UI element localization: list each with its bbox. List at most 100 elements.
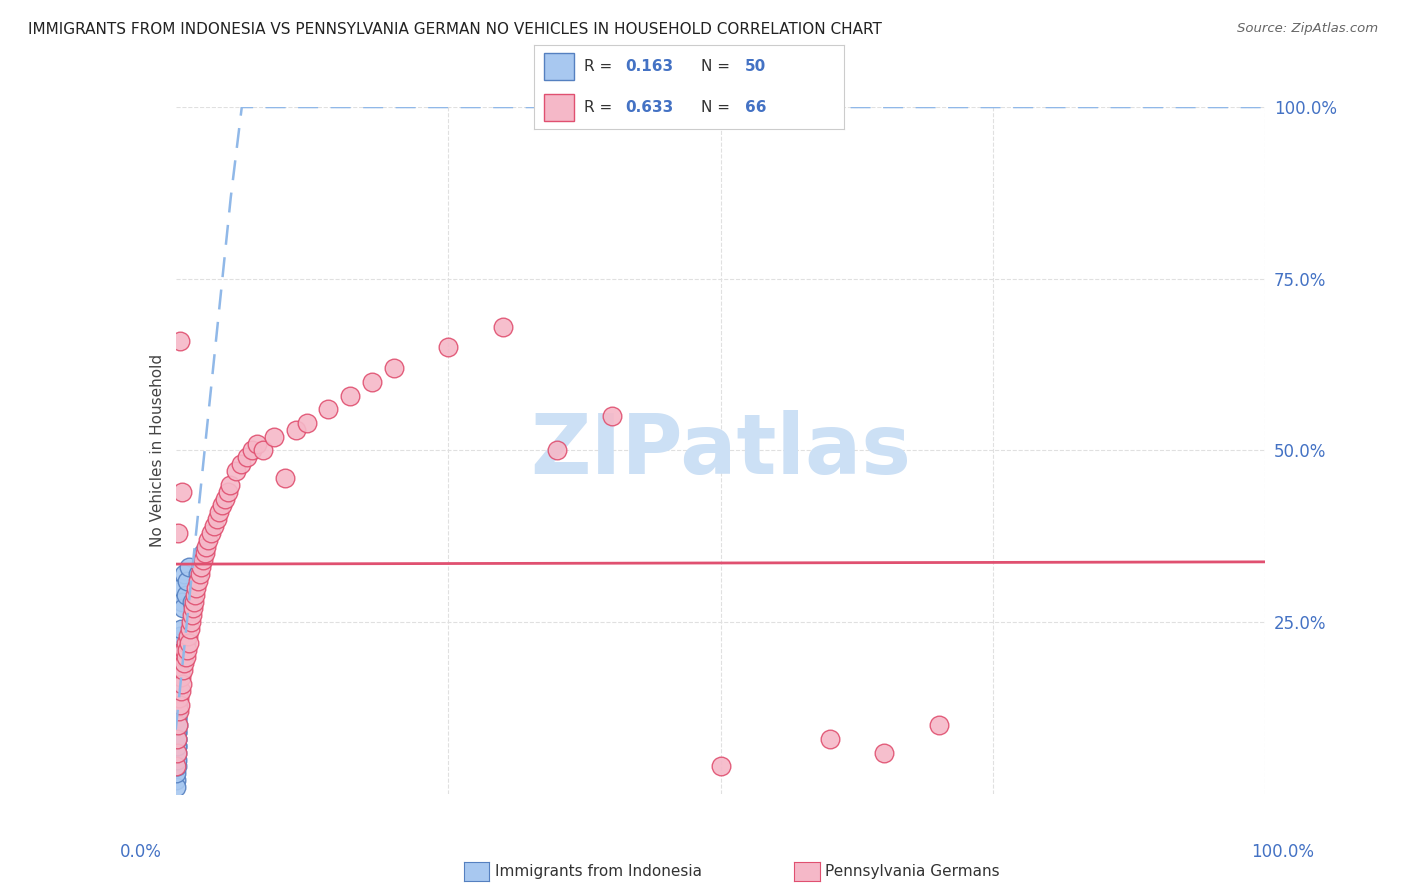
Point (188, 567, 211, 582)
Bar (544, 54, 575, 80)
Point (173, 642, 195, 657)
Point (166, 753, 188, 767)
Point (166, 739, 188, 753)
Point (176, 574, 198, 588)
Point (202, 519, 225, 533)
Text: Pennsylvania Germans: Pennsylvania Germans (825, 864, 1000, 879)
Point (169, 649, 191, 664)
Point (211, 499, 233, 513)
Point (165, 773, 187, 788)
Point (240, 443, 263, 458)
Point (169, 629, 191, 643)
Text: N =: N = (702, 59, 735, 74)
Point (169, 636, 191, 650)
Point (167, 677, 190, 691)
Text: 50: 50 (745, 59, 766, 74)
Point (173, 567, 195, 582)
Point (225, 464, 247, 478)
Point (170, 670, 193, 684)
Point (179, 622, 201, 636)
Point (166, 718, 188, 732)
Text: Source: ZipAtlas.com: Source: ZipAtlas.com (1237, 22, 1378, 36)
Y-axis label: No Vehicles in Household: No Vehicles in Household (149, 354, 165, 547)
Point (200, 525, 222, 540)
Point (176, 642, 198, 657)
Point (166, 746, 188, 760)
Point (191, 546, 214, 561)
Point (928, 718, 950, 732)
Point (166, 731, 188, 746)
Point (205, 512, 228, 526)
Point (165, 759, 187, 773)
Text: 0.0%: 0.0% (120, 843, 162, 861)
Point (183, 594, 205, 608)
Point (181, 594, 204, 608)
Point (208, 505, 231, 519)
Point (167, 657, 190, 671)
Point (166, 739, 188, 753)
Point (166, 731, 188, 746)
Point (818, 731, 841, 746)
Point (166, 725, 188, 739)
Point (172, 649, 194, 664)
Point (231, 457, 253, 471)
Point (295, 416, 318, 430)
Text: 0.163: 0.163 (626, 59, 673, 74)
Point (600, 409, 623, 423)
Point (339, 388, 361, 402)
Point (382, 361, 405, 376)
Point (166, 731, 188, 746)
Point (217, 484, 239, 499)
Point (165, 759, 187, 773)
Point (169, 334, 191, 348)
Point (360, 375, 382, 389)
Point (246, 436, 269, 450)
Point (167, 690, 190, 705)
Point (172, 677, 194, 691)
Point (165, 780, 187, 794)
Point (165, 731, 187, 746)
Point (235, 450, 257, 465)
Point (165, 746, 187, 760)
Point (172, 663, 194, 677)
Text: 100.0%: 100.0% (1251, 843, 1315, 861)
Point (167, 663, 190, 677)
Point (166, 718, 188, 732)
Point (184, 588, 207, 602)
Point (873, 746, 896, 760)
Text: ZIPatlas: ZIPatlas (530, 410, 911, 491)
Point (263, 430, 285, 444)
Point (219, 478, 242, 492)
Point (167, 718, 190, 732)
Point (166, 683, 188, 698)
Point (165, 753, 187, 767)
Bar (544, 94, 575, 120)
Point (166, 711, 188, 725)
Point (194, 546, 217, 561)
Point (177, 629, 200, 643)
Point (166, 746, 188, 760)
Point (195, 540, 218, 554)
Point (186, 574, 209, 588)
Point (181, 608, 204, 623)
Point (172, 484, 194, 499)
Point (167, 690, 190, 705)
Point (166, 705, 188, 719)
Point (190, 560, 212, 574)
Text: R =: R = (583, 59, 617, 74)
Point (170, 683, 193, 698)
Point (186, 567, 209, 582)
Point (437, 340, 460, 354)
Point (710, 759, 733, 773)
Point (166, 705, 188, 719)
Point (166, 718, 188, 732)
Point (167, 525, 190, 540)
Point (172, 601, 194, 615)
Point (284, 423, 307, 437)
Point (169, 698, 191, 712)
Point (166, 698, 188, 712)
Point (166, 690, 188, 705)
Point (191, 553, 214, 567)
Point (166, 759, 188, 773)
Text: 66: 66 (745, 100, 766, 115)
